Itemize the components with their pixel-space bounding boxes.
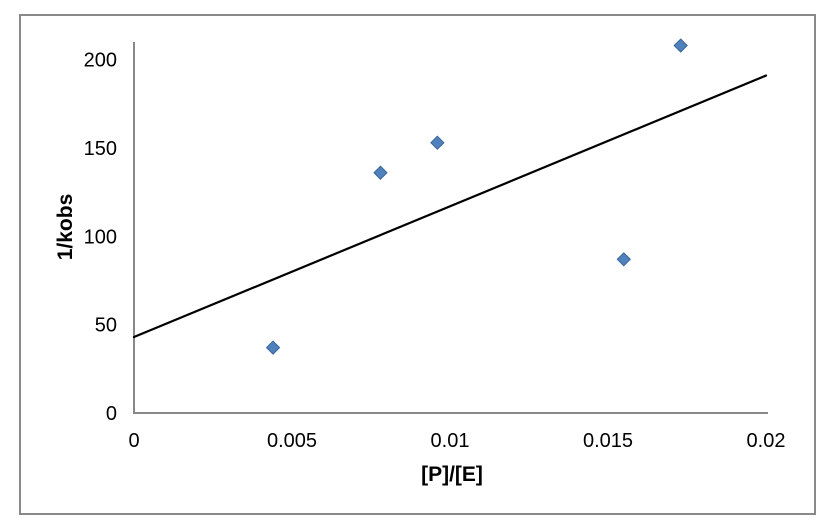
x-tick-label: 0.015 — [583, 430, 633, 452]
y-tick-label: 100 — [84, 226, 117, 248]
y-tick-label: 0 — [106, 403, 117, 425]
x-tick-label: 0.005 — [267, 430, 317, 452]
data-point — [616, 252, 632, 267]
chart-frame — [19, 14, 816, 515]
x-tick-label: 0.01 — [431, 430, 470, 452]
data-point — [265, 340, 281, 355]
data-point — [373, 165, 388, 180]
y-tick-label: 200 — [84, 50, 117, 72]
data-point — [430, 135, 445, 150]
data-point — [673, 38, 688, 53]
y-tick-label: 50 — [95, 315, 117, 337]
x-tick-label: 0 — [128, 430, 139, 452]
y-tick-label: 150 — [84, 138, 117, 160]
trendline — [132, 74, 768, 339]
x-tick-label: 0.02 — [747, 430, 786, 452]
y-axis-title: 1/kobs — [54, 193, 77, 261]
x-axis-title: [P]/[E] — [421, 463, 483, 486]
